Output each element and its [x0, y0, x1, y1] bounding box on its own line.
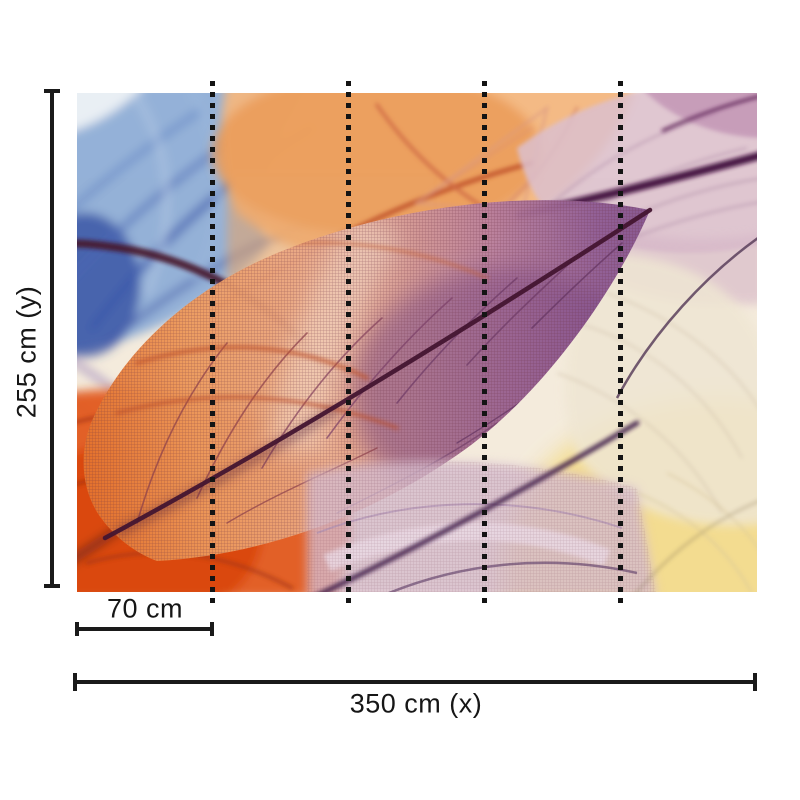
panel-divider-line-3 — [482, 81, 487, 604]
panel-width-dimension-line — [75, 622, 214, 636]
panel-divider-line-1 — [210, 81, 215, 604]
total-width-dimension-line — [73, 673, 757, 691]
mural-image — [77, 93, 757, 592]
panel-width-dimension-label: 70 cm — [106, 593, 184, 624]
height-dimension-line — [44, 89, 60, 588]
height-dimension-label: 255 cm (y) — [11, 285, 42, 419]
panel-divider-line-4 — [618, 81, 623, 604]
leaves-photo-illustration — [77, 93, 757, 592]
panel-divider-line-2 — [346, 81, 351, 604]
total-width-dimension-label: 350 cm (x) — [349, 688, 483, 719]
